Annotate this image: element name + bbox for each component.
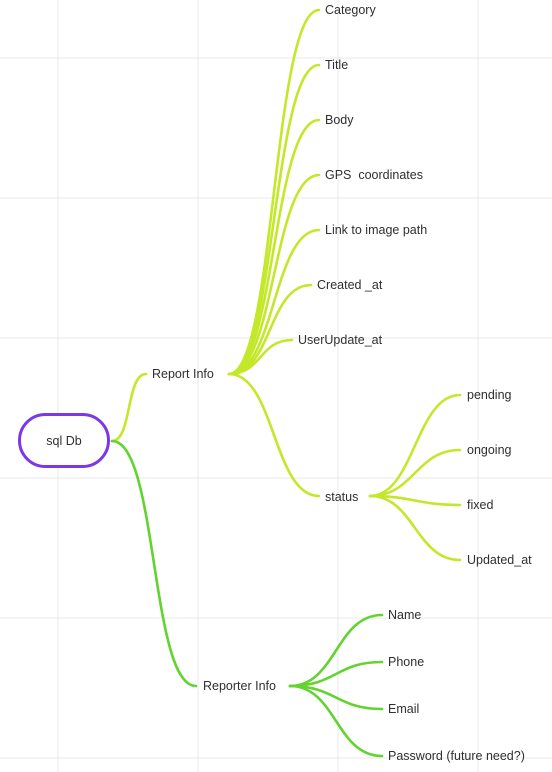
edge-fixed xyxy=(368,494,462,507)
edge-title xyxy=(227,63,321,376)
node-email[interactable]: Email xyxy=(388,702,420,716)
root-node-label: sql Db xyxy=(46,433,82,448)
node-gps-coordinates[interactable]: GPS coordinates xyxy=(325,168,423,182)
root-node[interactable]: sql Db xyxy=(18,413,110,468)
edge-password xyxy=(288,684,384,758)
edge-link xyxy=(227,228,321,376)
edge-created xyxy=(227,283,313,376)
node-ongoing[interactable]: ongoing xyxy=(467,443,512,457)
edge-root-reporter-info xyxy=(110,439,198,688)
node-password[interactable]: Password (future need?) xyxy=(388,749,525,763)
edge-status xyxy=(227,372,321,498)
edge-email xyxy=(288,684,384,711)
node-name[interactable]: Name xyxy=(388,608,422,622)
report-info-edges xyxy=(227,8,321,498)
node-link-to-image-path[interactable]: Link to image path xyxy=(325,223,428,237)
node-report-info[interactable]: Report Info xyxy=(152,367,214,381)
node-category[interactable]: Category xyxy=(325,3,376,17)
edge-gps xyxy=(227,173,321,376)
node-fixed[interactable]: fixed xyxy=(467,498,494,512)
edge-name xyxy=(288,613,384,688)
node-pending[interactable]: pending xyxy=(467,388,512,402)
edge-ongoing xyxy=(368,448,462,498)
node-status[interactable]: status xyxy=(325,490,359,504)
reporter-info-edges xyxy=(288,613,384,758)
edge-userupdate xyxy=(227,338,294,376)
edge-updated xyxy=(368,494,462,562)
node-reporter-info[interactable]: Reporter Info xyxy=(203,679,276,693)
node-updated-at[interactable]: Updated_at xyxy=(467,553,532,567)
edge-body xyxy=(227,118,321,376)
status-edges xyxy=(368,393,462,562)
node-title[interactable]: Title xyxy=(325,58,349,72)
edge-root-report-info xyxy=(110,372,148,443)
node-created-at[interactable]: Created _at xyxy=(317,278,383,292)
node-userupdate-at[interactable]: UserUpdate_at xyxy=(298,333,383,347)
edge-phone xyxy=(288,660,384,688)
node-phone[interactable]: Phone xyxy=(388,655,425,669)
edge-pending xyxy=(368,393,462,498)
node-body[interactable]: Body xyxy=(325,113,354,127)
